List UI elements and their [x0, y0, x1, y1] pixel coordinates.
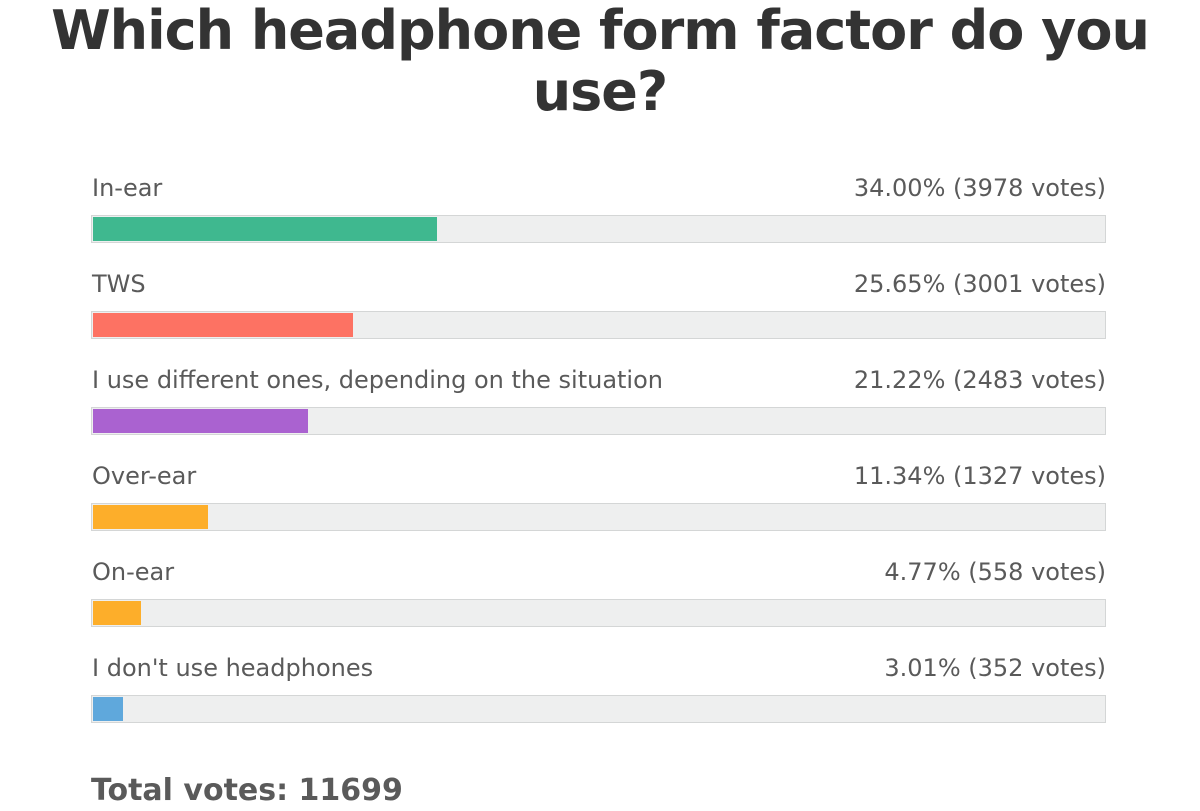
option-label: Over-ear: [92, 462, 197, 490]
bar-fill: [93, 697, 123, 721]
option-label: I don't use headphones: [92, 654, 374, 682]
total-votes: Total votes: 11699: [91, 773, 403, 808]
bar-fill: [93, 313, 353, 337]
poll-option: Over-ear 11.34% (1327 votes): [91, 460, 1106, 556]
option-result: 3.01% (352 votes): [884, 654, 1106, 682]
poll-option: TWS 25.65% (3001 votes): [91, 268, 1106, 364]
bar-track: [91, 215, 1106, 243]
poll-option: In-ear 34.00% (3978 votes): [91, 172, 1106, 268]
option-label: TWS: [92, 270, 146, 298]
option-label: In-ear: [92, 174, 163, 202]
bar-fill: [93, 217, 437, 241]
bar-track: [91, 599, 1106, 627]
bar-fill: [93, 409, 308, 433]
poll-option: I use different ones, depending on the s…: [91, 364, 1106, 460]
poll-title: Which headphone form factor do you use?: [51, 0, 1150, 123]
option-label: I use different ones, depending on the s…: [92, 366, 663, 394]
bar-track: [91, 695, 1106, 723]
bar-track: [91, 311, 1106, 339]
poll-option: On-ear 4.77% (558 votes): [91, 556, 1106, 652]
poll-options: In-ear 34.00% (3978 votes) TWS 25.65% (3001…: [91, 172, 1106, 748]
bar-track: [91, 503, 1106, 531]
option-result: 25.65% (3001 votes): [853, 270, 1106, 298]
option-result: 21.22% (2483 votes): [853, 366, 1106, 394]
option-result: 11.34% (1327 votes): [853, 462, 1106, 490]
bar-fill: [93, 505, 208, 529]
poll-option: I don't use headphones 3.01% (352 votes): [91, 652, 1106, 748]
option-label: On-ear: [92, 558, 175, 586]
option-result: 4.77% (558 votes): [884, 558, 1106, 586]
bar-fill: [93, 601, 141, 625]
option-result: 34.00% (3978 votes): [853, 174, 1106, 202]
bar-track: [91, 407, 1106, 435]
